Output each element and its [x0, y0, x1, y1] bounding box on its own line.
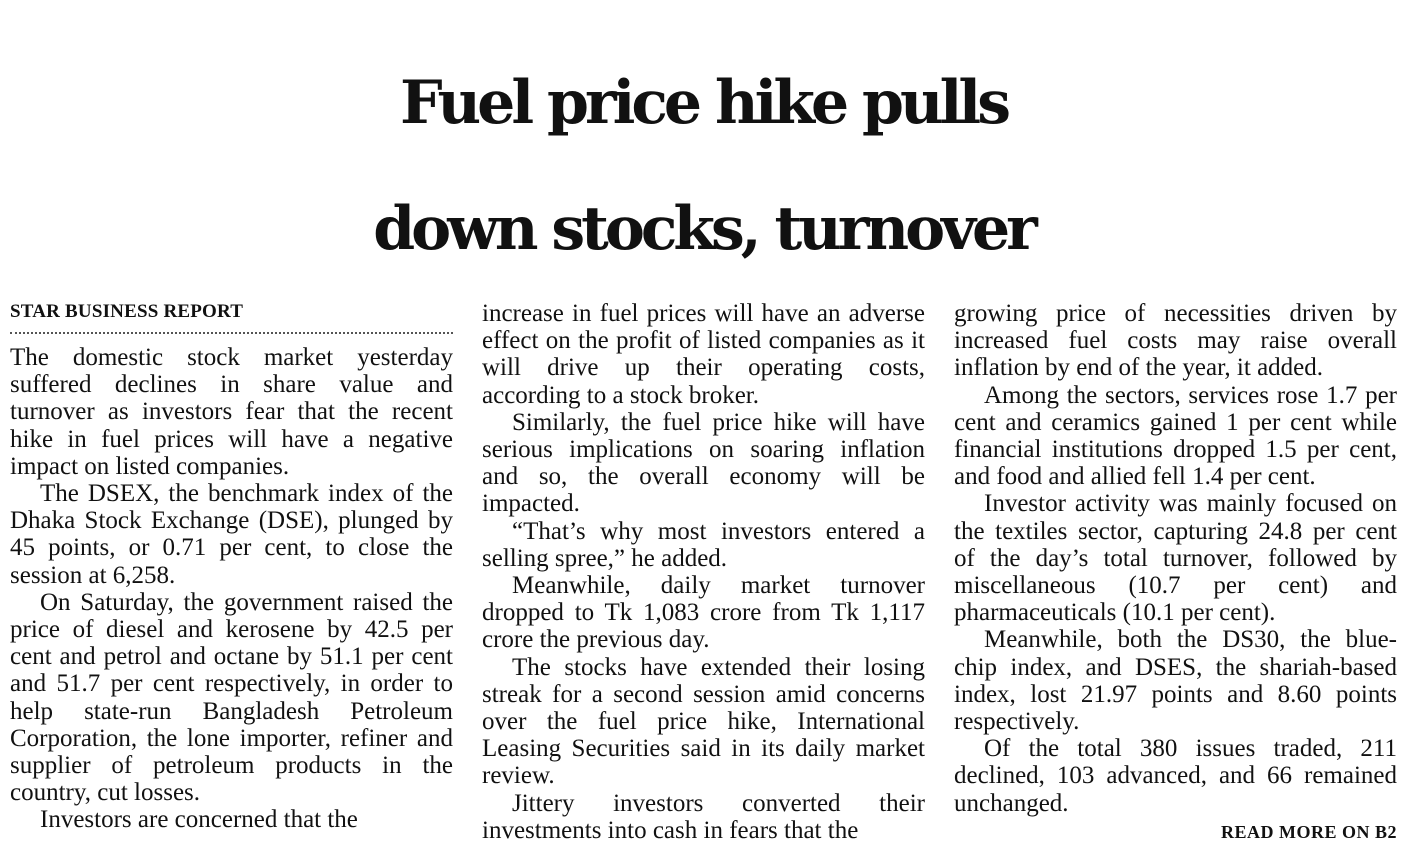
article-column-2: increase in fuel prices will have an adv… [482, 300, 925, 844]
read-more-link[interactable]: READ MORE ON B2 [1220, 822, 1397, 842]
article-column-3: growing price of necessities driven by i… [954, 300, 1397, 817]
article-paragraph: The domestic stock market yesterday suff… [10, 344, 453, 480]
article-paragraph: Investors are concerned that the [40, 806, 358, 834]
headline: Fuel price hike pulls down stocks, turno… [0, 40, 1407, 292]
article-paragraph: Meanwhile, both the DS30, the blue-chip … [954, 626, 1397, 736]
article-paragraph: increase in fuel prices will have an adv… [482, 300, 925, 409]
article-paragraph: Similarly, the fuel price hike will have… [482, 408, 925, 518]
article-paragraph: Among the sectors, services rose 1.7 per… [954, 381, 1397, 491]
headline-line-1: Fuel price hike pulls [400, 68, 1011, 138]
article-paragraph: growing price of necessities driven by i… [954, 300, 1397, 382]
article-paragraph: Of the total 380 issues traded, 211 decl… [954, 735, 1397, 817]
article-paragraph: On Saturday, the government raised the p… [10, 588, 453, 807]
article-paragraph: The stocks have extended their losing st… [482, 653, 925, 790]
byline: STAR BUSINESS REPORT [10, 300, 453, 334]
article-paragraph: Meanwhile, daily market turnover dropped… [482, 572, 925, 654]
headline-line-2: down stocks, turnover [373, 194, 1038, 264]
article-column-1: STAR BUSINESS REPORT The domestic stock … [10, 300, 453, 834]
article-paragraph: “That’s why most investors entered a sel… [482, 517, 925, 572]
article-paragraph: The DSEX, the benchmark index of the Dha… [10, 480, 453, 589]
article-paragraph: Investor activity was mainly focused on … [954, 490, 1397, 627]
article-paragraph: Jittery investors converted their invest… [482, 789, 925, 844]
